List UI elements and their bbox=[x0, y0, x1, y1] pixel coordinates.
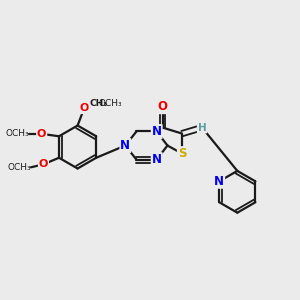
Text: O: O bbox=[80, 103, 89, 113]
Text: OCH₃: OCH₃ bbox=[98, 99, 122, 108]
Text: N: N bbox=[152, 125, 162, 138]
Text: S: S bbox=[178, 147, 186, 160]
Text: OCH₃: OCH₃ bbox=[7, 163, 31, 172]
Text: CH₃: CH₃ bbox=[89, 99, 108, 108]
Text: N: N bbox=[120, 139, 130, 152]
Text: O: O bbox=[158, 100, 168, 113]
Text: N: N bbox=[214, 175, 224, 188]
Text: N: N bbox=[152, 153, 162, 166]
Text: O: O bbox=[39, 159, 48, 169]
Text: O: O bbox=[37, 129, 46, 139]
Text: H: H bbox=[198, 123, 206, 133]
Text: OCH₃: OCH₃ bbox=[5, 129, 29, 138]
